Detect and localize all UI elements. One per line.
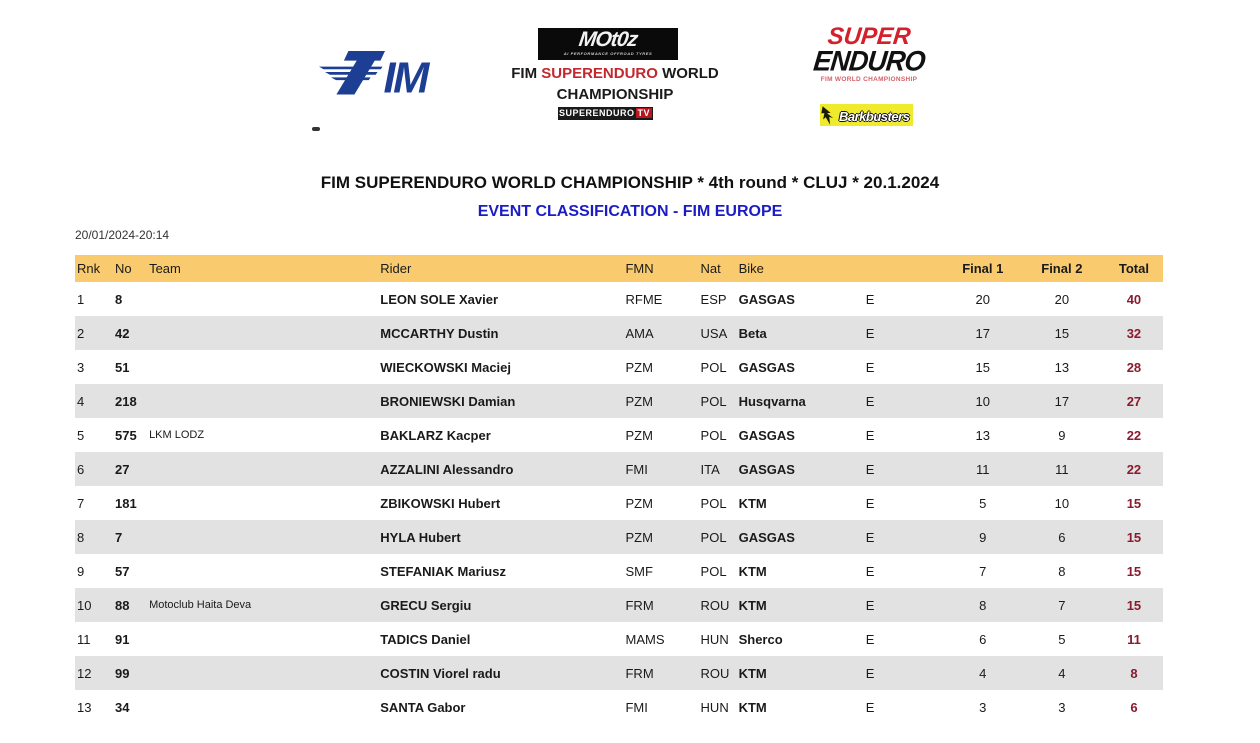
svg-text:IM: IM — [384, 54, 431, 99]
